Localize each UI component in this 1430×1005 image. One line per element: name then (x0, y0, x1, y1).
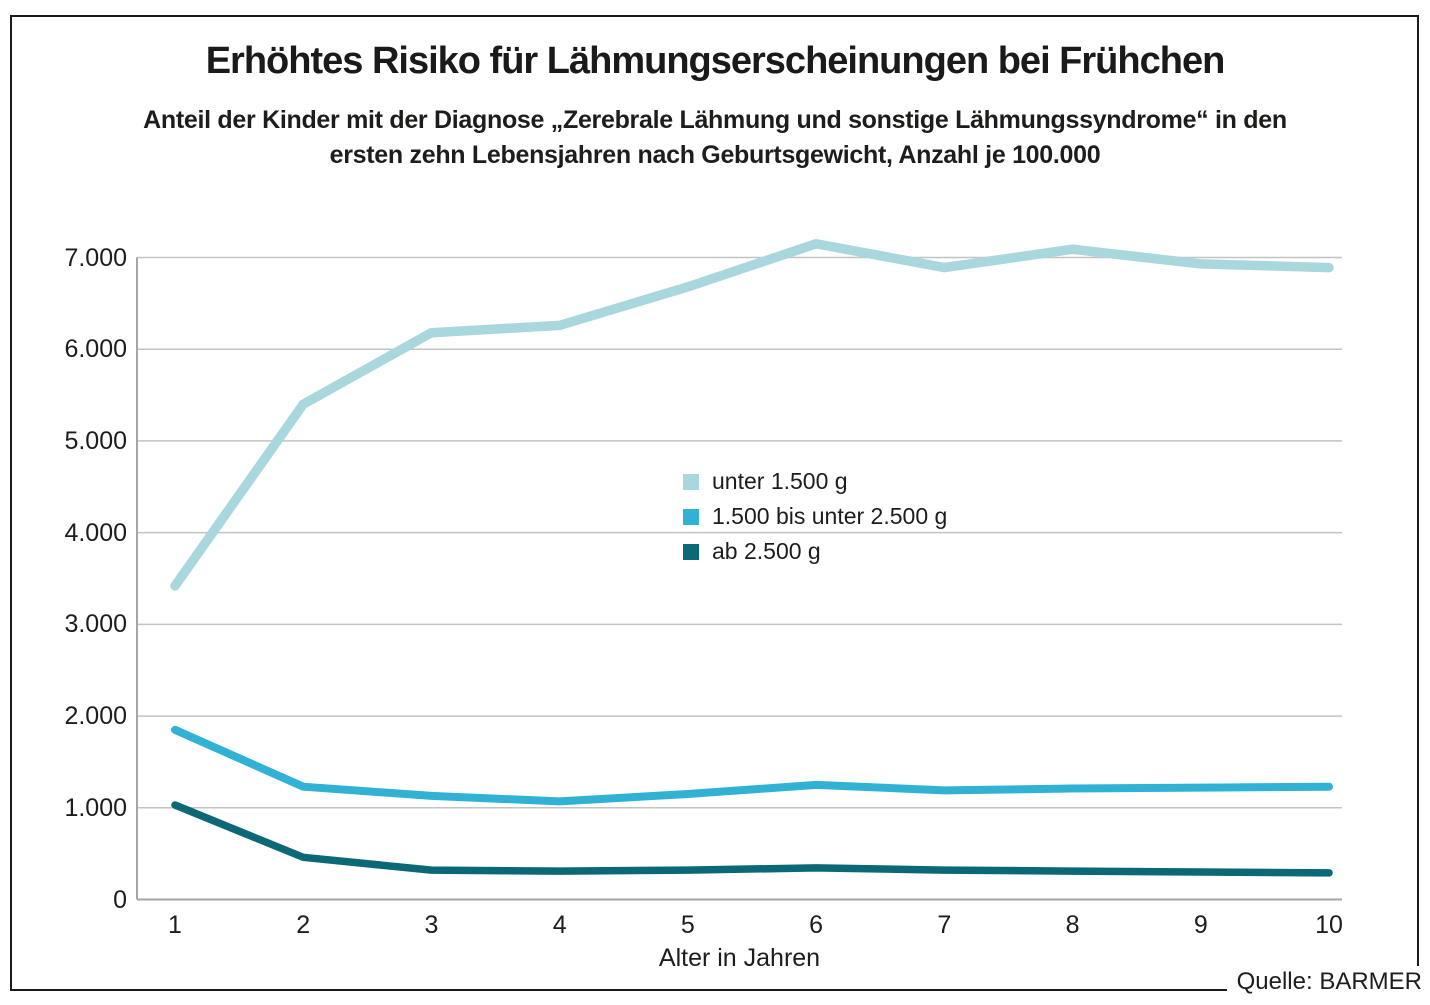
y-tick-label: 6.000 (64, 335, 127, 364)
series-line-2 (171, 801, 1333, 877)
legend-item: 1.500 bis unter 2.500 g (683, 499, 947, 534)
x-tick-label: 10 (1315, 911, 1343, 939)
series-line-1 (171, 725, 1333, 806)
legend-label: ab 2.500 g (712, 538, 821, 564)
y-tick-label: 0 (113, 885, 127, 914)
legend-swatch (683, 508, 699, 525)
y-tick-label: 5.000 (64, 426, 127, 455)
x-tick-label: 9 (1193, 911, 1208, 939)
y-tick-label: 2.000 (64, 702, 127, 731)
x-tick-label: 7 (937, 911, 952, 939)
legend: unter 1.500 g 1.500 bis unter 2.500 g ab… (683, 464, 947, 569)
x-tick-label: 6 (809, 911, 824, 939)
series-line-0 (170, 238, 1334, 591)
y-tick-label: 3.000 (64, 610, 127, 639)
chart-subtitle-line-2: ersten zehn Lebensjahren nach Geburtsgew… (329, 141, 1101, 169)
legend-swatch (683, 473, 699, 490)
chart-subtitle: Anteil der Kinder mit der Diagnose „Zere… (0, 103, 1430, 173)
x-tick-label: 8 (1065, 911, 1080, 939)
legend-item: ab 2.500 g (683, 534, 947, 569)
source-label: Quelle: BARMER (1226, 966, 1424, 1000)
chart-subtitle-line-1: Anteil der Kinder mit der Diagnose „Zere… (143, 106, 1287, 134)
legend-swatch (683, 543, 699, 560)
y-tick-label: 1.000 (64, 793, 127, 822)
legend-label: 1.500 bis unter 2.500 g (712, 503, 948, 529)
legend-item: unter 1.500 g (683, 464, 947, 499)
x-tick-label: 4 (552, 911, 567, 939)
chart-title: Erhöhtes Risiko für Lähmungserscheinunge… (205, 40, 1226, 82)
x-tick-label: 1 (168, 911, 182, 939)
x-axis-title: Alter in Jahren (658, 944, 821, 972)
y-tick-label: 4.000 (64, 518, 127, 547)
x-tick-label: 2 (296, 911, 311, 939)
page-border-frame (10, 15, 1419, 991)
y-tick-label: 7.000 (64, 243, 127, 272)
x-tick-label: 3 (424, 911, 439, 939)
legend-label: unter 1.500 g (712, 468, 848, 494)
x-tick-label: 5 (680, 911, 695, 939)
